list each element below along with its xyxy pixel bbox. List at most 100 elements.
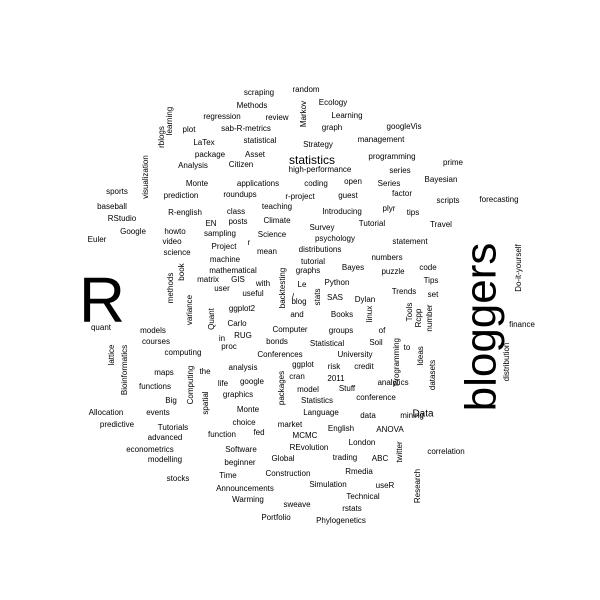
word-small: Big [165,396,177,405]
word-small: Rmedia [345,467,373,476]
word-small: machine [210,255,241,264]
word-small: and [290,310,303,319]
word-small: events [146,408,170,417]
word-small: Computing [186,366,195,405]
word-small: Construction [266,469,311,478]
word-small: Trends [392,287,417,296]
word-small: Strategy [303,140,333,149]
word-small: groups [329,326,353,335]
word-small: prediction [164,191,199,200]
word-small: Phylogenetics [316,516,366,525]
word-small: tutorial [301,257,325,266]
word-small: methods [166,273,175,304]
word-small: English [328,424,354,433]
word-small: R-english [168,208,202,217]
word-small: econometrics [126,445,174,454]
word-small: Project [212,242,238,251]
word-small: trading [333,453,357,462]
word-small: ggplot2 [229,304,256,313]
word-small: statement [392,237,428,246]
word-small: factor [392,189,412,198]
word-small: package [195,150,226,159]
word-small: baseball [97,202,127,211]
word-small: Dylan [355,295,375,304]
word-small: forecasting [479,195,518,204]
word-small: modelling [148,455,182,464]
word-small: sweave [283,500,311,509]
word-small: risk [328,362,341,371]
word-small: Portfolio [261,513,291,522]
word-small: Series [378,179,401,188]
word-small: EN [205,219,216,228]
word-small: Soil [369,338,383,347]
word-small: REvolution [290,443,329,452]
word-small: Analysis [178,161,208,170]
word-small: Announcements [216,484,274,493]
word-small: rblogs [157,126,166,148]
word-small: backtesting [278,268,287,308]
word-small: correlation [427,447,464,456]
word-small: proc [221,342,237,351]
word-small: distributions [299,245,342,254]
word-small: plot [183,125,197,134]
word-small: guest [338,191,358,200]
word-small: Climate [263,216,291,225]
word-small: visualization [141,155,150,199]
word-medium: statistics [289,153,335,167]
word-small: review [265,113,288,122]
word-small: University [337,350,372,359]
word-small: fed [253,428,264,437]
word-medium: Data [412,409,434,420]
word-small: sports [106,187,128,196]
word-small: graph [322,123,342,132]
word-small: GIS [231,275,245,284]
word-small: conference [356,393,396,402]
word-small: mining [400,411,424,420]
word-small: Google [120,227,146,236]
word-small: SAS [327,293,343,302]
word-small: functions [139,382,171,391]
word-small: Bayes [342,263,364,272]
word-small: Global [271,454,294,463]
word-small: advanced [148,433,183,442]
word-small: Tips [424,276,439,285]
word-small: mathematical [209,266,257,275]
word-small: Programming [392,338,401,386]
word-small: computing [165,348,202,357]
word-small: with [255,279,270,288]
word-small: Simulation [309,480,346,489]
word-small: bonds [266,337,288,346]
word-small: Carlo [227,319,247,328]
word-small: Ideas [416,346,425,366]
word-small: spatial [201,391,210,414]
word-small: science [163,248,191,257]
word-small: set [428,290,439,299]
word-small: Research [413,469,422,503]
word-small: numbers [371,253,402,262]
word-small: series [389,166,410,175]
word-small: market [278,420,303,429]
word-small: Rcpp [414,308,423,327]
word-small: Computer [272,325,307,334]
word-small: packages [277,371,286,405]
word-small: life [218,379,229,388]
word-small: class [227,207,245,216]
word-small: Conferences [257,350,302,359]
word-small: mean [257,247,277,256]
word-small: finance [509,320,535,329]
word-small: MCMC [293,431,318,440]
word-small: stats [313,289,322,306]
word-small: choice [232,418,256,427]
word-small: Tutorials [158,423,188,432]
word-small: Science [258,230,287,239]
word-small: rstats [342,504,362,513]
word-small: datasets [428,360,437,390]
word-small: predictive [100,420,135,429]
word-small: blog [291,297,306,306]
word-small: cran [289,372,305,381]
word-small: of [379,326,386,335]
word-small: useful [242,289,264,298]
word-small: user [214,284,230,293]
word-small: graphics [223,390,253,399]
